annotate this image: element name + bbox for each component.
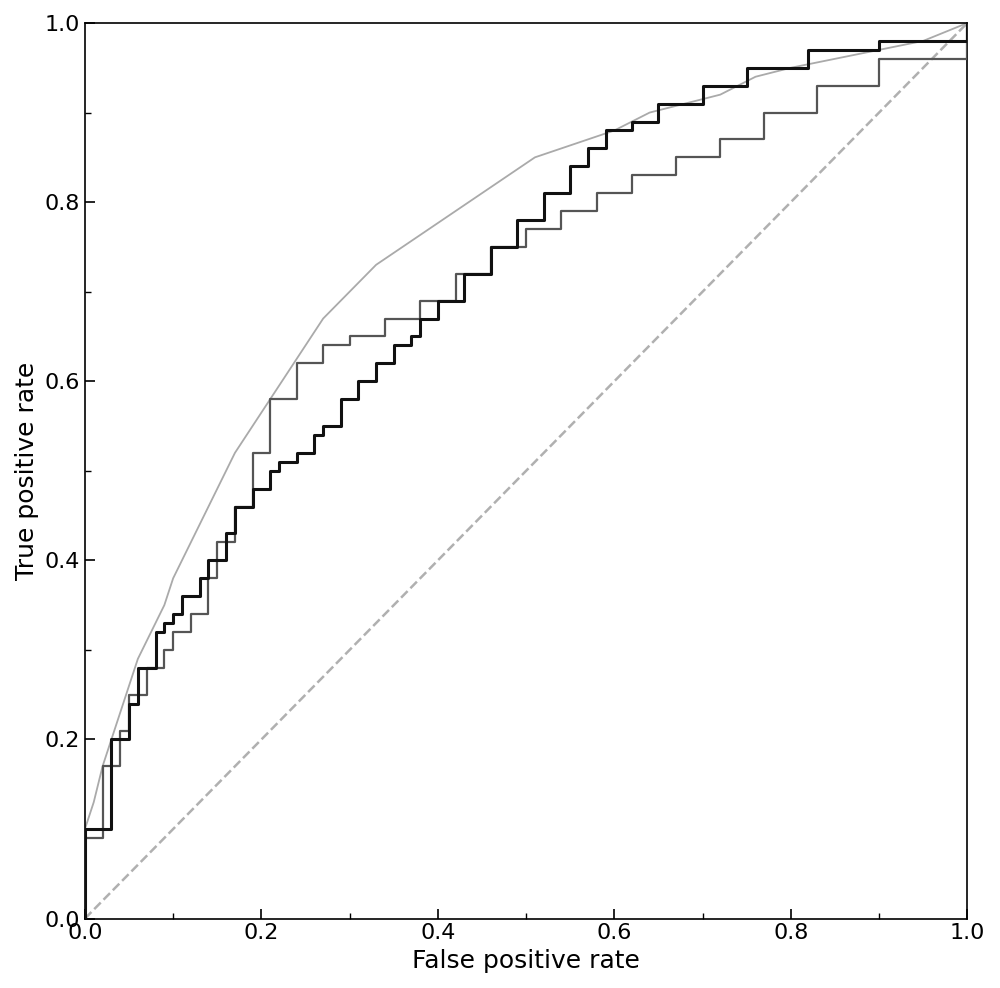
X-axis label: False positive rate: False positive rate xyxy=(412,949,640,973)
Y-axis label: True positive rate: True positive rate xyxy=(15,362,39,580)
